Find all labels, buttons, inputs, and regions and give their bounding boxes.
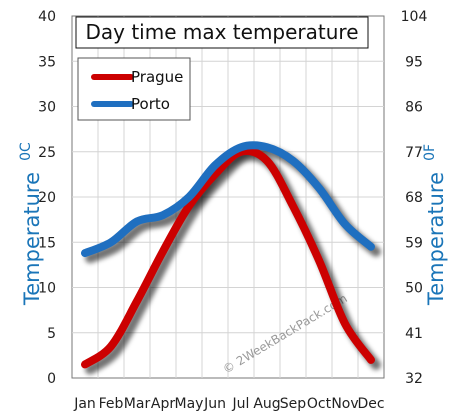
legend: Prague Porto xyxy=(77,57,191,121)
x-tick-label-jan: Jan xyxy=(73,396,96,412)
left-y-tick-label: 20 xyxy=(38,190,56,206)
right-y-tick-label: 59 xyxy=(405,235,423,251)
x-tick-label-jul: Jul xyxy=(232,396,250,412)
right-y-tick-label: 68 xyxy=(405,190,423,206)
right-y-tick-label: 32 xyxy=(405,371,423,387)
left-axis-label: Temperature 0C xyxy=(18,142,44,306)
right-y-tick-label: 104 xyxy=(401,9,428,25)
legend-label-porto: Porto xyxy=(131,95,170,113)
x-tick-label-jun: Jun xyxy=(203,396,226,412)
left-y-tick-label: 15 xyxy=(38,235,56,251)
left-y-tick-label: 35 xyxy=(38,54,56,70)
left-y-tick-label: 40 xyxy=(38,9,56,25)
x-tick-label-nov: Nov xyxy=(331,396,358,412)
right-y-axis-ticks: 32 41 50 59 68 77 86 95 104 xyxy=(401,9,428,387)
right-y-tick-label: 50 xyxy=(405,281,423,297)
series-lines xyxy=(81,141,375,369)
legend-box xyxy=(77,57,191,121)
title-box xyxy=(75,16,369,49)
left-y-tick-label: 10 xyxy=(38,281,56,297)
right-y-tick-label: 77 xyxy=(405,145,423,161)
chart-title: Day time max temperature xyxy=(85,20,358,44)
left-y-tick-label: 0 xyxy=(47,371,56,387)
series-line-prague xyxy=(81,146,375,369)
x-tick-label-apr: Apr xyxy=(151,396,175,412)
x-tick-label-feb: Feb xyxy=(99,396,124,412)
series-line-porto xyxy=(81,141,375,258)
right-y-tick-label: 95 xyxy=(405,54,423,70)
x-tick-label-sep: Sep xyxy=(280,396,307,412)
left-y-tick-label: 30 xyxy=(38,100,56,116)
x-tick-label-may: May xyxy=(175,396,204,412)
legend-label-prague: Prague xyxy=(131,68,183,86)
x-tick-label-aug: Aug xyxy=(253,396,280,412)
right-y-tick-label: 86 xyxy=(405,100,423,116)
x-tick-label-mar: Mar xyxy=(124,396,151,412)
x-tick-label-dec: Dec xyxy=(357,396,384,412)
right-axis-label: Temperature 0F xyxy=(422,144,448,306)
x-tick-label-oct: Oct xyxy=(307,396,332,412)
right-y-tick-label: 41 xyxy=(405,326,423,342)
left-y-tick-label: 5 xyxy=(47,326,56,342)
left-y-tick-label: 25 xyxy=(38,145,56,161)
left-y-axis-ticks: 0 5 10 15 20 25 30 35 40 xyxy=(38,9,56,387)
